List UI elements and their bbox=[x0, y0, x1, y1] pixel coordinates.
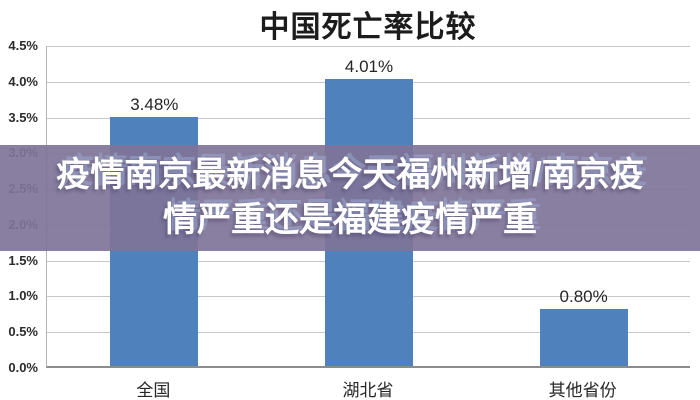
y-tick-label: 1.0% bbox=[8, 288, 38, 304]
y-tick-label: 3.5% bbox=[8, 109, 38, 125]
chart-title: 中国死亡率比较 bbox=[259, 11, 477, 44]
x-tick-label: 其他省份 bbox=[548, 381, 617, 400]
y-tick-label: 0.0% bbox=[8, 360, 38, 375]
x-tick-label: 湖北省 bbox=[342, 381, 394, 400]
gridline bbox=[47, 46, 690, 47]
y-tick-label: 4.5% bbox=[8, 38, 38, 53]
bar-value-label: 0.80% bbox=[559, 286, 608, 306]
bar-其他省份 bbox=[539, 308, 628, 366]
bar-value-label: 4.01% bbox=[344, 57, 394, 77]
x-tick-label: 全国 bbox=[136, 381, 171, 400]
watermark-text-line-1: 疫情南京最新消息今天福州新增/南京疫 bbox=[56, 156, 644, 194]
y-tick-label: 1.5% bbox=[8, 252, 38, 268]
y-tick-label: 4.0% bbox=[8, 73, 38, 89]
watermark-banner: 疫情南京最新消息今天福州新增/南京疫 情严重还是福建疫情严重 bbox=[0, 145, 700, 251]
watermark-text-line-2: 情严重还是福建疫情严重 bbox=[163, 201, 537, 239]
bar-value-label: 3.48% bbox=[130, 94, 179, 114]
y-tick-label: 0.5% bbox=[8, 324, 38, 340]
x-axis: 全国 湖北省 其他省份 bbox=[46, 376, 690, 400]
